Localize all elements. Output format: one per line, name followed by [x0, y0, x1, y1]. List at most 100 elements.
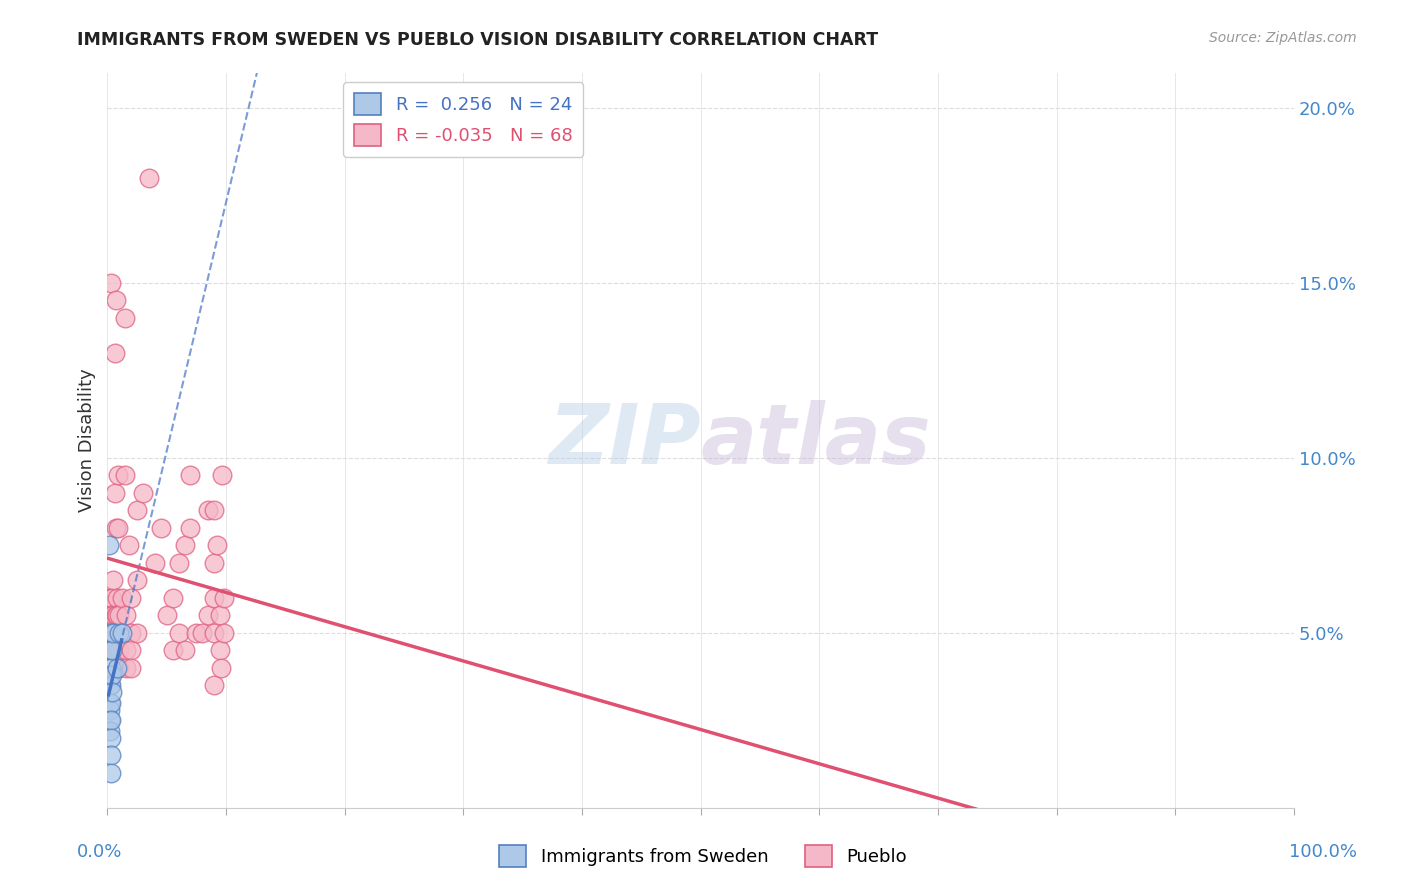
Point [98, 696, 121, 710]
Point [100, 591, 122, 605]
Point [105, 643, 128, 657]
Point [209, 608, 232, 623]
Point [100, 765, 122, 780]
Point [98, 678, 121, 692]
Legend: Immigrants from Sweden, Pueblo: Immigrants from Sweden, Pueblo [492, 838, 914, 874]
Point [202, 625, 225, 640]
Point [101, 625, 124, 640]
Point [108, 643, 131, 657]
Point [186, 625, 208, 640]
Point [167, 556, 190, 570]
Point [209, 643, 232, 657]
Point [202, 678, 225, 692]
Point [125, 625, 148, 640]
Point [179, 521, 201, 535]
Y-axis label: Vision Disability: Vision Disability [79, 368, 96, 512]
Point [120, 643, 142, 657]
Point [98, 608, 121, 623]
Point [162, 591, 184, 605]
Point [205, 538, 228, 552]
Point [209, 661, 232, 675]
Point [191, 625, 214, 640]
Text: IMMIGRANTS FROM SWEDEN VS PUEBLO VISION DISABILITY CORRELATION CHART: IMMIGRANTS FROM SWEDEN VS PUEBLO VISION … [77, 31, 879, 49]
Point [101, 591, 124, 605]
Point [101, 643, 124, 657]
Point [100, 696, 122, 710]
Point [105, 608, 128, 623]
Point [103, 643, 125, 657]
Point [98, 667, 121, 681]
Point [103, 625, 125, 640]
Point [108, 608, 131, 623]
Point [202, 503, 225, 517]
Point [179, 468, 201, 483]
Point [100, 748, 122, 763]
Point [103, 608, 125, 623]
Point [120, 661, 142, 675]
Point [105, 591, 128, 605]
Point [103, 625, 125, 640]
Point [120, 625, 142, 640]
Point [132, 485, 155, 500]
Point [100, 731, 122, 745]
Point [162, 643, 184, 657]
Point [115, 661, 138, 675]
Point [98, 713, 121, 727]
Legend: R =  0.256   N = 24, R = -0.035   N = 68: R = 0.256 N = 24, R = -0.035 N = 68 [343, 82, 583, 157]
Point [104, 608, 127, 623]
Point [98, 723, 121, 738]
Point [108, 625, 131, 640]
Point [104, 521, 127, 535]
Point [100, 678, 122, 692]
Point [115, 643, 138, 657]
Point [100, 598, 122, 612]
Text: 100.0%: 100.0% [1289, 843, 1357, 861]
Point [212, 591, 235, 605]
Point [156, 608, 179, 623]
Point [125, 503, 148, 517]
Text: atlas: atlas [700, 400, 931, 481]
Point [173, 643, 195, 657]
Point [98, 643, 121, 657]
Point [111, 625, 134, 640]
Point [138, 170, 160, 185]
Point [103, 346, 125, 360]
Point [125, 573, 148, 587]
Point [107, 521, 129, 535]
Point [105, 661, 128, 675]
Text: 0.0%: 0.0% [77, 843, 122, 861]
Point [104, 293, 127, 308]
Text: ZIP: ZIP [548, 400, 700, 481]
Point [202, 556, 225, 570]
Point [197, 608, 219, 623]
Point [143, 556, 166, 570]
Point [100, 276, 122, 290]
Point [120, 591, 142, 605]
Point [101, 667, 124, 681]
Point [103, 573, 125, 587]
Point [149, 521, 172, 535]
Point [100, 661, 122, 675]
Point [101, 608, 124, 623]
Point [97, 538, 120, 552]
Point [100, 667, 122, 681]
Point [202, 591, 225, 605]
Point [108, 661, 131, 675]
Point [98, 703, 121, 717]
Point [98, 591, 121, 605]
Point [118, 538, 141, 552]
Point [167, 625, 190, 640]
Point [111, 591, 134, 605]
Text: Source: ZipAtlas.com: Source: ZipAtlas.com [1209, 31, 1357, 45]
Point [173, 538, 195, 552]
Point [211, 468, 233, 483]
Point [212, 625, 235, 640]
Point [114, 310, 136, 325]
Point [114, 468, 136, 483]
Point [100, 713, 122, 727]
Point [101, 685, 124, 699]
Point [103, 485, 125, 500]
Point [197, 503, 219, 517]
Point [107, 468, 129, 483]
Point [115, 608, 138, 623]
